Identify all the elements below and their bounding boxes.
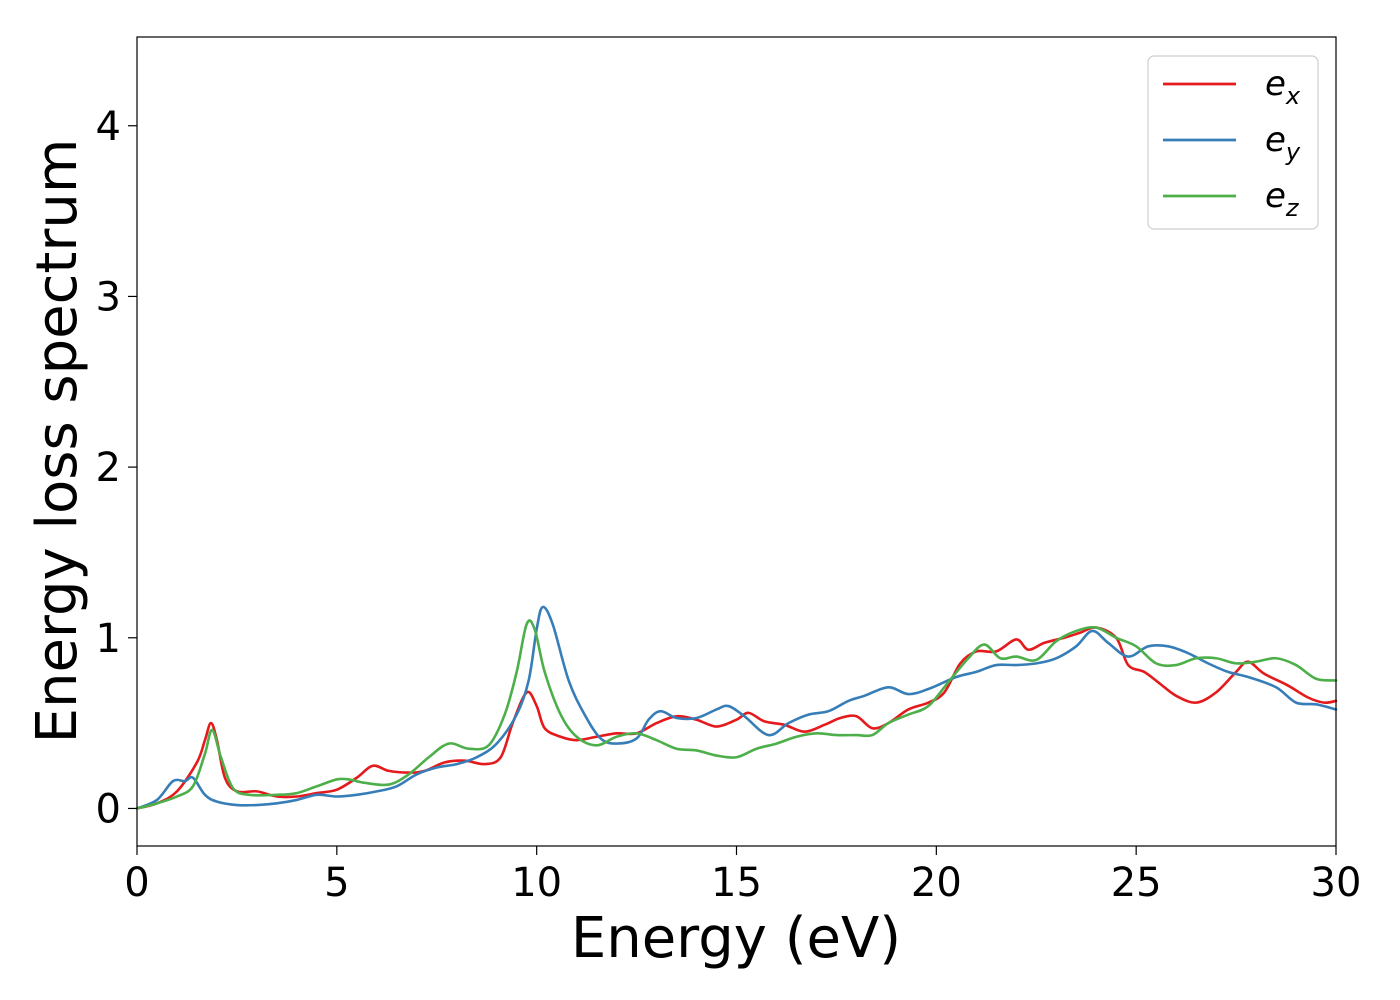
series-line-e-y bbox=[135, 605, 1338, 810]
x-axis-label: Energy (eV) bbox=[571, 906, 901, 971]
x-tick-label: 25 bbox=[1111, 860, 1162, 906]
x-tick-label: 10 bbox=[511, 860, 562, 906]
legend-label-y: ey bbox=[1265, 120, 1301, 166]
series-line-e-z bbox=[135, 619, 1338, 810]
legend-box bbox=[1147, 55, 1319, 230]
y-axis: 0 1 2 3 4 bbox=[96, 104, 137, 832]
x-tick-label: 15 bbox=[711, 860, 762, 906]
x-tick-label: 20 bbox=[911, 860, 962, 906]
legend: ex ey ez bbox=[1147, 55, 1319, 230]
y-tick-label: 2 bbox=[96, 445, 121, 491]
series-line-e-x bbox=[135, 626, 1338, 810]
y-tick-label: 3 bbox=[96, 274, 121, 320]
x-tick-label: 5 bbox=[324, 860, 349, 906]
legend-label-z: ez bbox=[1265, 176, 1300, 222]
x-tick-label: 0 bbox=[124, 860, 149, 906]
y-tick-label: 0 bbox=[96, 786, 121, 832]
legend-label-x: ex bbox=[1265, 64, 1301, 110]
y-tick-label: 4 bbox=[96, 104, 121, 150]
y-tick-label: 1 bbox=[96, 616, 121, 662]
y-axis-label: Energy loss spectrum bbox=[25, 139, 90, 744]
series-layer bbox=[135, 605, 1338, 810]
x-tick-label: 30 bbox=[1311, 860, 1362, 906]
x-axis: 0 5 10 15 20 25 30 bbox=[124, 846, 1361, 906]
